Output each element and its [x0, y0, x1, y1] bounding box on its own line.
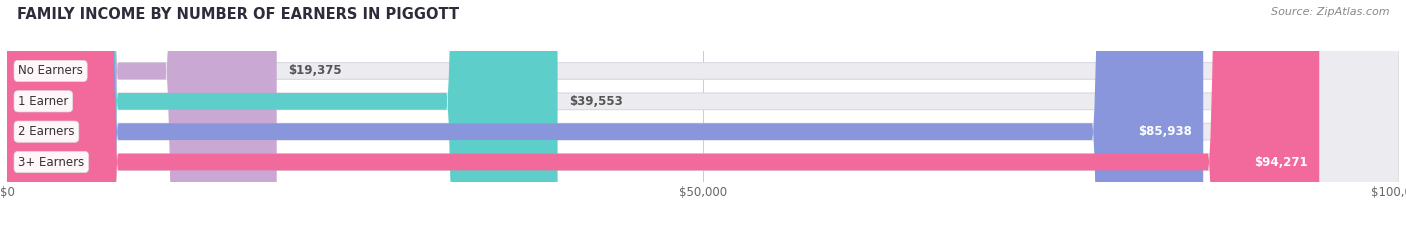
Text: $94,271: $94,271 [1254, 155, 1308, 168]
Text: 3+ Earners: 3+ Earners [18, 155, 84, 168]
Text: Source: ZipAtlas.com: Source: ZipAtlas.com [1271, 7, 1389, 17]
Text: $85,938: $85,938 [1139, 125, 1192, 138]
FancyBboxPatch shape [7, 0, 1399, 233]
FancyBboxPatch shape [7, 0, 558, 233]
Text: 1 Earner: 1 Earner [18, 95, 69, 108]
FancyBboxPatch shape [7, 0, 1399, 233]
FancyBboxPatch shape [7, 0, 277, 233]
Text: No Earners: No Earners [18, 65, 83, 78]
Text: 2 Earners: 2 Earners [18, 125, 75, 138]
Text: $39,553: $39,553 [568, 95, 623, 108]
FancyBboxPatch shape [7, 0, 1399, 233]
FancyBboxPatch shape [7, 0, 1399, 233]
Text: $19,375: $19,375 [288, 65, 342, 78]
FancyBboxPatch shape [7, 0, 1319, 233]
FancyBboxPatch shape [7, 0, 1204, 233]
Text: FAMILY INCOME BY NUMBER OF EARNERS IN PIGGOTT: FAMILY INCOME BY NUMBER OF EARNERS IN PI… [17, 7, 458, 22]
